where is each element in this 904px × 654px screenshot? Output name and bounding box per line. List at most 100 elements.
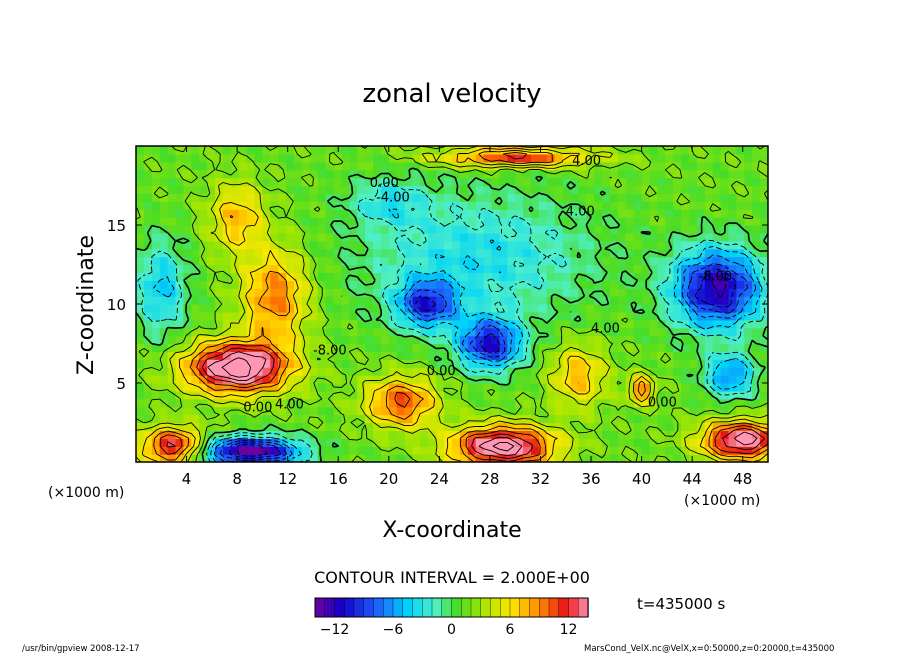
field-cell [657,217,666,226]
field-cell [483,438,493,447]
field-cell [752,311,761,321]
field-cell [270,335,279,345]
field-cell [641,225,651,234]
field-cell [143,383,153,392]
field-cell [167,319,177,329]
field-cell [649,367,658,376]
field-cell [333,193,342,202]
field-cell [380,177,390,187]
field-cell [246,406,256,416]
field-cell [562,177,572,187]
field-cell [712,193,722,202]
field-cell [215,177,224,187]
field-cell [538,311,548,321]
field-cell [452,288,461,297]
field-cell [515,169,524,179]
field-cell [538,327,548,337]
field-cell [262,185,271,194]
field-cell [436,383,445,392]
field-cell [554,406,564,416]
field-cell [594,454,603,462]
field-cell [396,390,406,400]
field-cell [357,422,366,431]
field-cell [151,454,161,462]
field-cell [286,217,295,226]
colorbar-frame [314,597,589,618]
field-cell [499,351,508,360]
field-cell [594,319,603,329]
field-cell [602,280,611,289]
field-cell [459,232,469,242]
field-cell [325,414,335,424]
field-cell [554,240,564,250]
field-cell [309,430,319,439]
field-cell [309,327,319,337]
field-cell [704,375,714,384]
field-cell [230,232,240,242]
field-cell [349,398,358,408]
field-cell [143,343,153,352]
field-cell [199,406,208,416]
contour-line [136,146,768,462]
field-cell [649,161,658,171]
field-cell [159,193,169,202]
field-cell [712,264,722,273]
field-cell [728,398,737,408]
field-cell [373,209,382,218]
field-cell [136,406,145,416]
field-cell [467,383,477,392]
field-cell [523,209,532,218]
field-cell [657,225,666,234]
field-cell [365,438,374,447]
field-cell [744,304,753,313]
field-cell [349,430,358,439]
field-cell [712,414,722,424]
field-cell [610,414,619,424]
field-cell [230,398,240,408]
field-cell [349,201,358,210]
field-cell [396,288,406,297]
field-cell [262,264,271,273]
field-cell [760,232,768,242]
field-cell [357,319,366,329]
field-cell [491,169,500,179]
field-cell [246,414,256,424]
field-cell [641,446,651,455]
field-cell [562,304,572,313]
field-cell [562,225,572,234]
field-cell [396,193,406,202]
field-cell [578,359,587,368]
field-cell [325,454,335,462]
field-cell [207,390,216,400]
field-cell [523,398,532,408]
field-cell [728,438,737,447]
field-cell [420,414,429,424]
field-cell [143,225,153,234]
field-cell [499,359,508,368]
field-cell [151,217,161,226]
field-cell [562,185,572,194]
field-cell [712,438,722,447]
field-cell [712,177,722,187]
field-cell [404,446,414,455]
field-cell [428,209,437,218]
field-cell [546,201,556,210]
field-cell [388,256,398,266]
footer-right: MarsCond_VelX.nc@VelX,x=0:50000,z=0:2000… [584,644,834,654]
field-cell [388,240,398,250]
field-cell [515,280,524,289]
field-cell [262,430,271,439]
field-cell [562,359,572,368]
field-cell [617,193,627,202]
field-cell [657,383,666,392]
field-cell [380,185,390,194]
field-cell [207,240,216,250]
field-cell [270,193,279,202]
field-cell [475,225,485,234]
field-cell [602,398,611,408]
field-cell [388,430,398,439]
field-cell [436,390,445,400]
field-cell [752,296,761,305]
field-cell [689,232,698,242]
field-cell [380,398,390,408]
